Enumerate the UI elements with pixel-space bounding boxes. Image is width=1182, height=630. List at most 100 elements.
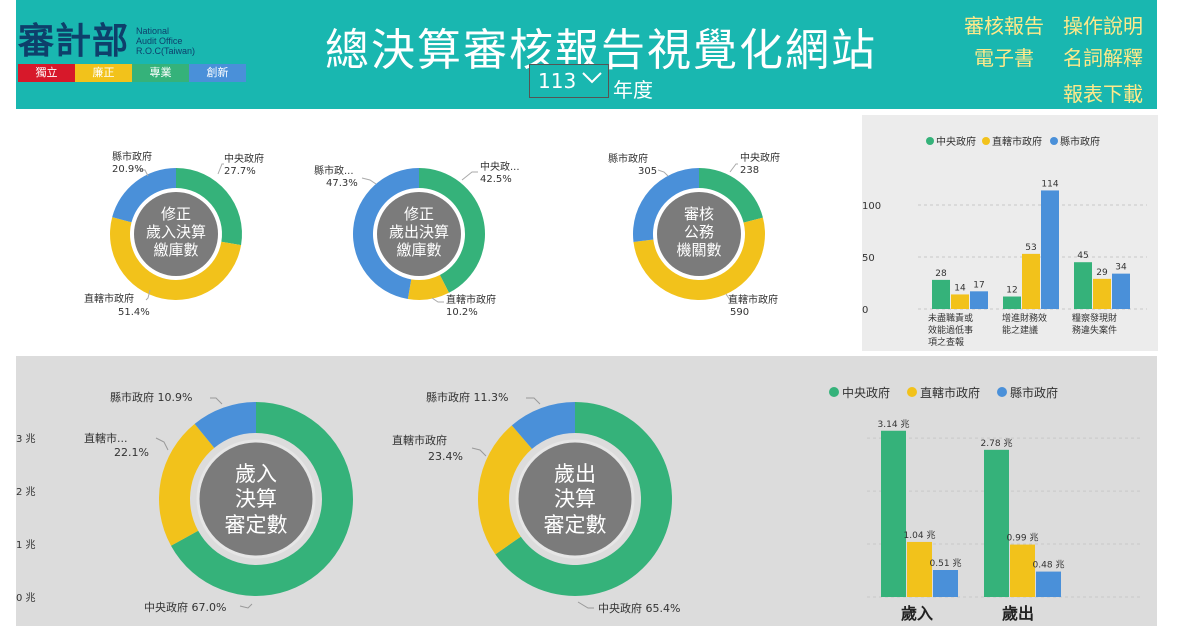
leader-line xyxy=(577,601,594,609)
nav-audit-report[interactable]: 審核報告 xyxy=(964,14,1044,38)
donut-slices[interactable] xyxy=(159,402,354,596)
slice-label: 直轄市政府 xyxy=(84,292,134,305)
donut-slice-municipal[interactable] xyxy=(633,217,765,300)
bar-central[interactable] xyxy=(1074,262,1092,309)
donut-slice-municipal[interactable] xyxy=(110,217,242,300)
legend-label: 直轄市政府 xyxy=(920,385,980,400)
bar-municipal[interactable] xyxy=(1022,253,1040,309)
data-label: 114 xyxy=(1041,179,1058,189)
donut-center-line: 歲入 xyxy=(235,462,277,486)
slice-label: 中央政... xyxy=(480,160,520,173)
nav-ebook[interactable]: 電子書 xyxy=(974,46,1034,70)
bar-central[interactable] xyxy=(932,279,950,309)
bar-county[interactable] xyxy=(1112,273,1130,309)
slice-value-label: 20.9% xyxy=(112,164,144,175)
donut-slices[interactable] xyxy=(110,168,242,300)
year-select[interactable]: 113 xyxy=(529,64,609,98)
donut-slice-county[interactable] xyxy=(112,168,176,223)
bar-central[interactable] xyxy=(984,449,1009,597)
donut-slice-county[interactable] xyxy=(194,402,256,448)
audit-findings-bar-chart[interactable]: 中央政府 直轄市政府 縣市政府 0 50 100 28 14 17 12 53 114 45 29 3… xyxy=(862,115,1158,351)
donut-center-line: 歲出決算 xyxy=(389,223,449,241)
approved-amount-bar-chart[interactable]: 中央政府 直轄市政府 縣市政府 0 兆 1 兆 2 兆 3 兆 3.14 兆 1.04 兆… xyxy=(16,385,1141,623)
legend-swatch-central xyxy=(829,387,839,397)
slice-label: 直轄市政府 xyxy=(392,433,447,447)
nav-manual[interactable]: 操作說明 xyxy=(1063,14,1143,38)
donut-slice-county[interactable] xyxy=(632,168,699,242)
donut-slice-central[interactable] xyxy=(419,168,486,293)
donut-slice-municipal[interactable] xyxy=(159,423,215,546)
leader-line xyxy=(725,293,735,303)
donut-revenue-payment[interactable]: 修正 歲入決算 繳庫數 縣市政府 20.9% 中央政府 27.7% 直轄市政府 … xyxy=(84,150,264,318)
slice-value-label: 305 xyxy=(638,166,657,177)
y-tick-label: 3 兆 xyxy=(16,433,36,445)
bar-county[interactable] xyxy=(1036,571,1061,597)
donut-audited-agencies[interactable]: 審核 公務 機關數 縣市政府 305 中央政府 238 直轄市政府 590 xyxy=(608,151,780,318)
donut-slices[interactable] xyxy=(477,402,672,596)
logo[interactable]: 審計部 xyxy=(18,20,130,62)
donut-slice-central[interactable] xyxy=(170,402,354,596)
leader-line xyxy=(461,171,478,181)
bar-municipal[interactable] xyxy=(907,541,932,597)
donut-slice-central[interactable] xyxy=(176,168,242,246)
data-label: 29 xyxy=(1096,268,1108,278)
legend-swatch-county xyxy=(997,387,1007,397)
bar-chart-plot[interactable]: 0 兆 1 兆 2 兆 3 兆 3.14 兆 1.04 兆 0.51 兆 2.78 兆 0.99… xyxy=(16,419,1141,604)
bar-municipal[interactable] xyxy=(951,294,969,309)
data-label: 1.04 兆 xyxy=(904,530,936,541)
legend-swatch-central xyxy=(926,137,934,145)
bar-county[interactable] xyxy=(1041,190,1059,309)
category-label: 項之查報 xyxy=(928,336,964,348)
leader-line xyxy=(145,289,151,301)
bar-county[interactable] xyxy=(933,570,958,597)
category-label: 歲出 xyxy=(1002,604,1034,623)
bottom-panel: 歲入 決算 審定數 縣市政府 10.9% 直轄市... 22.1% 中央政府 6… xyxy=(16,356,1157,626)
slice-label: 中央政府 67.0% xyxy=(144,600,226,614)
slice-label: 中央政府 65.4% xyxy=(598,601,680,615)
bar-central[interactable] xyxy=(881,430,906,597)
donut-slices[interactable] xyxy=(632,168,765,300)
nav-glossary[interactable]: 名詞解釋 xyxy=(1063,46,1143,70)
y-tick-label: 1 兆 xyxy=(16,539,36,551)
donut-center-line: 歲入決算 xyxy=(146,223,206,241)
bar-municipal[interactable] xyxy=(1093,278,1111,309)
bar-central[interactable] xyxy=(1003,296,1021,309)
donut-expenditure-approved[interactable]: 歲出 決算 審定數 縣市政府 11.3% 直轄市政府 23.4% 中央政府 65… xyxy=(392,390,680,615)
donut-slice-municipal[interactable] xyxy=(407,274,449,300)
donut-slices[interactable] xyxy=(353,168,486,300)
slice-label: 縣市政府 xyxy=(112,150,152,163)
nav-download[interactable]: 報表下載 xyxy=(1063,82,1143,106)
legend-label: 中央政府 xyxy=(842,385,890,400)
donut-center xyxy=(134,192,218,276)
bar-municipal[interactable] xyxy=(1010,544,1035,597)
donut-slice-central[interactable] xyxy=(699,168,763,223)
data-label: 2.78 兆 xyxy=(981,438,1013,449)
donut-expenditure-payment[interactable]: 修正 歲出決算 繳庫數 縣市政... 47.3% 中央政... 42.5% 直轄… xyxy=(314,160,520,318)
leader-line xyxy=(526,397,541,405)
data-label: 28 xyxy=(935,269,947,279)
donut-slice-county[interactable] xyxy=(353,168,419,300)
bar-chart-plot[interactable]: 0 50 100 28 14 17 12 53 114 45 29 34 xyxy=(862,179,1147,316)
data-label: 34 xyxy=(1115,263,1127,273)
slice-label: 中央政府 xyxy=(224,152,264,165)
audit-findings-chart-panel: 中央政府 直轄市政府 縣市政府 0 50 100 28 14 17 12 53 114 45 29 3… xyxy=(862,115,1158,351)
category-label: 歲入 xyxy=(901,604,933,623)
donut-revenue-approved[interactable]: 歲入 決算 審定數 縣市政府 10.9% 直轄市... 22.1% 中央政府 6… xyxy=(84,390,354,614)
data-label: 0.99 兆 xyxy=(1007,533,1039,544)
legend-swatch-county xyxy=(1050,137,1058,145)
bar-county[interactable] xyxy=(970,291,988,309)
category-label: 能之建議 xyxy=(1002,324,1038,336)
leader-line xyxy=(217,163,224,175)
slice-label: 直轄市政府 xyxy=(728,293,778,306)
donut-slice-central[interactable] xyxy=(495,402,672,596)
donut-center-line: 審定數 xyxy=(225,513,288,537)
top-donut-charts: 修正 歲入決算 繳庫數 縣市政府 20.9% 中央政府 27.7% 直轄市政府 … xyxy=(84,150,780,318)
leader-line xyxy=(210,397,223,405)
y-tick-label: 0 兆 xyxy=(16,592,36,604)
chart-legend: 中央政府 直轄市政府 縣市政府 xyxy=(829,385,1058,400)
slice-label: 縣市政府 xyxy=(608,152,648,165)
donut-slice-county[interactable] xyxy=(511,402,575,449)
slice-label: 直轄市政府 xyxy=(446,293,496,306)
slice-value-label: 27.7% xyxy=(224,166,256,177)
donut-slice-municipal[interactable] xyxy=(477,425,533,555)
